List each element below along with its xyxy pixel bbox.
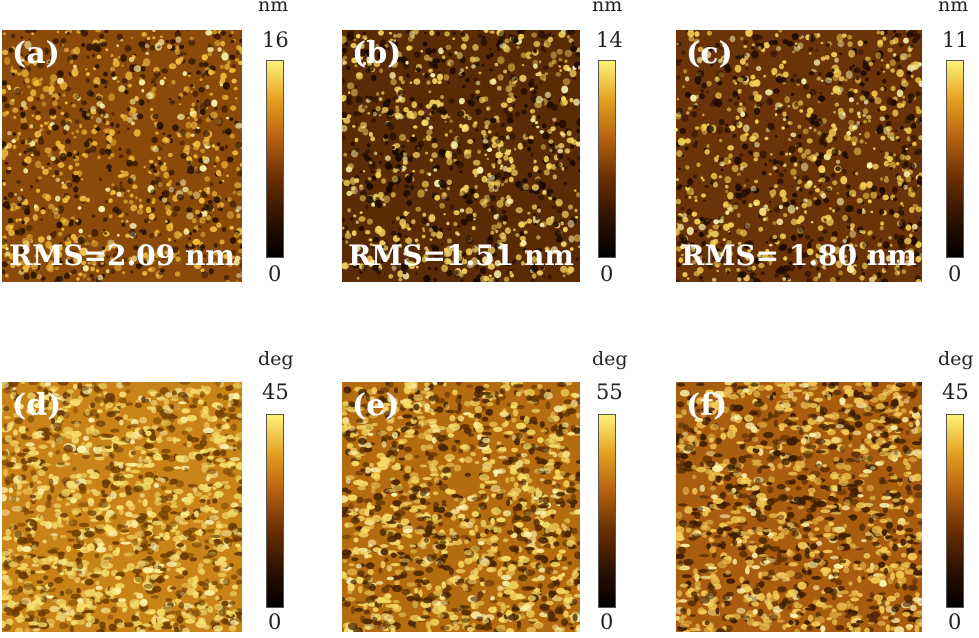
rms-label: RMS= 1.80 nm xyxy=(681,239,917,272)
colorbar-max: 55 xyxy=(596,380,623,404)
afm-texture xyxy=(342,382,580,632)
afm-texture xyxy=(2,30,242,282)
panel-label: (b) xyxy=(352,36,402,71)
colorbar-min: 0 xyxy=(268,262,282,286)
colorbar xyxy=(266,414,284,608)
colorbar-max: 14 xyxy=(596,28,623,52)
colorbar xyxy=(598,60,616,258)
afm-phase-image-e: (e) xyxy=(342,382,580,632)
panel-label: (d) xyxy=(12,388,62,423)
colorbar xyxy=(598,414,616,608)
colorbar-unit: deg xyxy=(592,348,628,370)
colorbar-min: 0 xyxy=(600,610,614,634)
panel-label: (a) xyxy=(12,36,60,71)
colorbar-max: 45 xyxy=(262,380,289,404)
colorbar-min: 0 xyxy=(268,610,282,634)
colorbar-min: 0 xyxy=(600,262,614,286)
colorbar-unit: deg xyxy=(938,348,974,370)
panel-label: (e) xyxy=(352,388,400,423)
afm-texture xyxy=(676,30,922,282)
afm-height-image-c: (c) RMS= 1.80 nm xyxy=(676,30,922,282)
panel-label: (f) xyxy=(686,388,728,423)
colorbar xyxy=(946,414,964,608)
colorbar-unit: deg xyxy=(258,348,294,370)
afm-height-image-b: (b) RMS=1.51 nm xyxy=(342,30,580,282)
colorbar xyxy=(266,60,284,258)
afm-phase-image-d: (d) xyxy=(2,382,242,632)
afm-texture xyxy=(2,382,242,632)
colorbar-min: 0 xyxy=(948,262,962,286)
colorbar-max: 16 xyxy=(262,28,289,52)
colorbar-unit: nm xyxy=(938,0,969,16)
colorbar-max: 11 xyxy=(942,28,969,52)
panel-label: (c) xyxy=(686,36,733,71)
afm-texture xyxy=(342,30,580,282)
colorbar-min: 0 xyxy=(948,610,962,634)
rms-label: RMS=1.51 nm xyxy=(348,239,574,272)
afm-phase-image-f: (f) xyxy=(676,382,922,632)
afm-texture xyxy=(676,382,922,632)
afm-height-image-a: (a) RMS=2.09 nm xyxy=(2,30,242,282)
rms-label: RMS=2.09 nm xyxy=(9,239,235,272)
colorbar-unit: nm xyxy=(592,0,623,16)
colorbar xyxy=(946,60,964,258)
colorbar-max: 45 xyxy=(942,380,969,404)
colorbar-unit: nm xyxy=(258,0,289,16)
